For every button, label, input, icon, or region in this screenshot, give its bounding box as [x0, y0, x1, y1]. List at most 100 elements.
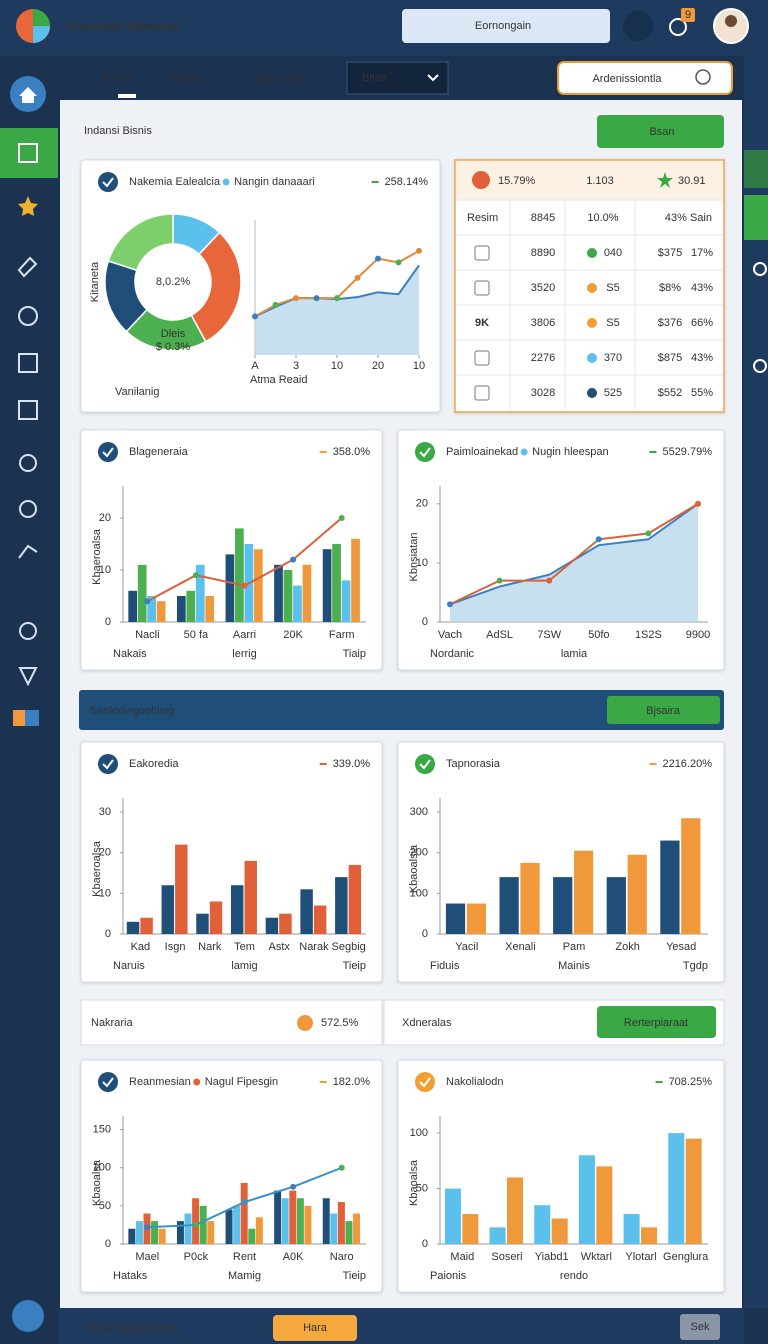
bar: [265, 917, 279, 934]
settings-icon[interactable]: [19, 454, 37, 472]
point: [272, 301, 279, 308]
table-cell: 370: [604, 352, 622, 364]
grid-icon: [18, 143, 38, 163]
table-cell: 17%: [691, 247, 713, 259]
badge: [681, 8, 695, 22]
band-button[interactable]: [607, 696, 720, 724]
shield-icon[interactable]: [18, 667, 38, 687]
card-title: Eakoredia: [129, 758, 179, 770]
x-tick-label: Naro: [330, 1251, 354, 1263]
x-tick-label: Isgn: [165, 941, 186, 953]
donut-center: 8,0.2%: [156, 276, 190, 288]
x-tick-label: Kad: [131, 941, 151, 953]
card-stat: 2216.20%: [662, 758, 712, 770]
table-dot: [587, 388, 597, 398]
search-box[interactable]: [402, 9, 610, 43]
button-text: Bjsaira: [646, 705, 681, 717]
bar: [332, 544, 341, 622]
table-cell: $375: [658, 247, 682, 259]
bar: [244, 860, 257, 934]
bar: [596, 1166, 613, 1244]
sidebar: [0, 56, 58, 1344]
box-icon[interactable]: [18, 353, 38, 373]
page-button[interactable]: [597, 115, 724, 148]
table-header: [456, 161, 723, 200]
sidebar-bottom-button[interactable]: [12, 1300, 44, 1332]
bar: [289, 1190, 297, 1244]
x-tick-label: Farm: [329, 629, 355, 641]
bar: [445, 903, 466, 934]
card-footer: Nordanic: [430, 648, 475, 660]
rail-item[interactable]: [744, 150, 768, 188]
footer-action[interactable]: [680, 1314, 720, 1340]
gear-icon[interactable]: [19, 622, 37, 640]
face-icon[interactable]: [18, 306, 38, 326]
app-icon[interactable]: [25, 710, 39, 726]
footer-button[interactable]: [273, 1315, 357, 1341]
table-cell: 43% Sain: [665, 212, 712, 224]
card-icon-check: [419, 759, 431, 770]
tool-icon[interactable]: [17, 256, 38, 278]
x-tick-label: Tem: [234, 941, 255, 953]
notification-icon[interactable]: [669, 18, 687, 36]
table-cell: S5: [606, 282, 619, 294]
badge-text: 9: [685, 9, 691, 21]
table-cell: $8%: [659, 282, 681, 294]
bar: [151, 1221, 159, 1244]
card-footer: Naruis: [113, 960, 145, 972]
y-tick-label: 0: [105, 616, 111, 628]
band-title: Sanlooingoohiing: [90, 705, 174, 717]
x-tick-label: 50fo: [588, 629, 609, 641]
table-cell: 3028: [531, 387, 555, 399]
card-icon-check: [102, 447, 114, 458]
app-icon[interactable]: [13, 710, 25, 726]
card-stat: 258.14%: [385, 176, 429, 188]
bar: [293, 585, 302, 622]
icon-button[interactable]: [623, 11, 653, 41]
table-cell: 8845: [531, 212, 555, 224]
trend-icon[interactable]: [18, 544, 38, 559]
point: [645, 530, 652, 537]
bar: [574, 850, 594, 934]
bar: [184, 1213, 192, 1244]
card-footer: Tgdp: [683, 960, 708, 972]
rail-item[interactable]: [753, 262, 767, 276]
table-cell: 3520: [531, 282, 555, 294]
card-stat: 5529.79%: [662, 446, 712, 458]
x-tick-label: Maid: [450, 1251, 474, 1263]
y-tick-label: 50: [99, 1200, 111, 1212]
bar: [466, 903, 487, 934]
bar: [240, 1183, 248, 1244]
summary-button[interactable]: [597, 1006, 716, 1038]
card-footer: Tieip: [343, 1270, 366, 1282]
hex-icon[interactable]: [19, 500, 37, 518]
bar: [322, 549, 332, 622]
chart-icon[interactable]: [18, 400, 38, 420]
bar: [353, 1213, 361, 1244]
bar: [348, 864, 362, 934]
y-tick-label: 0: [422, 928, 428, 940]
point: [293, 295, 299, 302]
bar: [209, 901, 223, 934]
point: [338, 1164, 345, 1171]
card-icon-check: [419, 1077, 431, 1088]
y-tick-label: 0: [422, 616, 428, 628]
card-footer: Tieip: [343, 960, 366, 972]
sidebar-icons: [17, 256, 38, 687]
logo-part: [33, 9, 50, 26]
summary-title: Nakraria: [91, 1017, 133, 1029]
toolbar-search[interactable]: [557, 61, 733, 95]
y-tick-label: 0: [105, 928, 111, 940]
sidebar-active[interactable]: [0, 128, 58, 178]
point: [334, 295, 340, 302]
rail-item[interactable]: [744, 195, 768, 240]
point: [290, 1183, 297, 1190]
bar: [300, 889, 313, 934]
bar: [578, 1155, 595, 1244]
dropdown-text: Bltoe: [362, 72, 387, 84]
bar: [345, 1221, 353, 1244]
y-tick-label: 0: [105, 1238, 111, 1250]
star-icon[interactable]: [18, 196, 38, 216]
y-tick-label: 300: [410, 806, 428, 818]
rail-item[interactable]: [753, 359, 767, 373]
